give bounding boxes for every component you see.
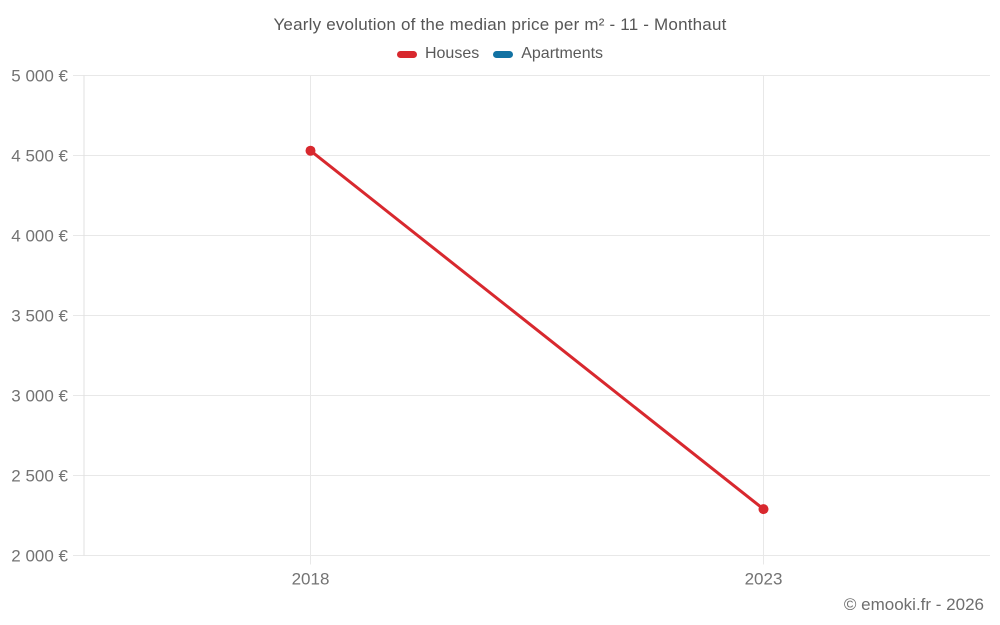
houses-data-point[interactable] bbox=[758, 504, 769, 515]
apartments-legend-swatch-icon bbox=[493, 50, 514, 58]
y-tick-label: 5 000 € bbox=[11, 67, 68, 86]
houses-legend-swatch-icon bbox=[396, 50, 417, 58]
x-tick-label: 2023 bbox=[745, 570, 783, 589]
legend-label-houses: Houses bbox=[424, 45, 480, 62]
x-tick-label: 2018 bbox=[292, 570, 330, 589]
houses-data-point[interactable] bbox=[305, 145, 316, 156]
legend-label-apartments: Apartments bbox=[521, 45, 604, 62]
y-tick-label: 3 500 € bbox=[11, 307, 68, 326]
legend-item-apartments[interactable]: Apartments bbox=[493, 45, 603, 63]
legend-item-houses[interactable]: Houses bbox=[396, 45, 480, 63]
copyright-attribution: © emooki.fr - 2026 bbox=[843, 595, 984, 614]
y-tick-label: 3 000 € bbox=[11, 387, 68, 406]
y-tick-label: 2 000 € bbox=[11, 547, 68, 566]
chart-title: Yearly evolution of the median price per… bbox=[273, 15, 727, 34]
houses-line bbox=[309, 149, 765, 511]
y-tick-label: 2 500 € bbox=[11, 467, 68, 486]
y-tick-label: 4 000 € bbox=[11, 227, 68, 246]
y-tick-label: 4 500 € bbox=[11, 147, 68, 166]
chart-legend: Houses Apartments bbox=[0, 45, 1000, 63]
